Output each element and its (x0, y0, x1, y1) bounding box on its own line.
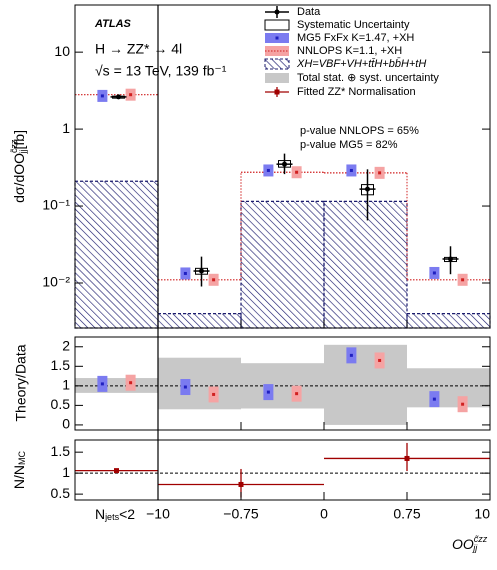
norm-y-label-part: MC (17, 450, 27, 464)
annotation: p-value MG5 = 82% (300, 139, 398, 151)
norm-y-label-part: N/N (11, 465, 27, 489)
x-first-label-part: jets (104, 512, 120, 522)
uncertainty-band (324, 344, 407, 425)
x-tick-label: 0 (320, 506, 328, 522)
y-tick-label: 1.5 (51, 443, 71, 459)
data-point (448, 256, 453, 262)
theory-marker (349, 168, 353, 172)
norm-point (404, 455, 410, 461)
x-first-label-part: <2 (119, 506, 135, 522)
y-tick-label: 10 (54, 43, 70, 59)
y-tick-label: 10⁻² (42, 274, 70, 290)
ratio-marker (183, 385, 187, 389)
legend-label: XH=VBF+VH+tt̄H+bb̄H+tH (296, 57, 426, 70)
legend-symbol (274, 9, 280, 15)
syst-box (278, 160, 291, 168)
annotation: p-value NNLOPS = 65% (300, 125, 419, 137)
annotation: √s = 13 TeV, 139 fb⁻¹ (95, 63, 227, 79)
theory-marker (266, 168, 270, 172)
theory-marker (212, 278, 216, 282)
legend-label: Total stat. ⊕ syst. uncertainty (297, 72, 439, 84)
ratio-marker (100, 382, 104, 386)
y-tick-label: 1 (62, 120, 70, 136)
syst-box (361, 184, 374, 196)
legend-label: MG5 FxFx K=1.47, +XH (297, 32, 414, 44)
theory-marker (461, 278, 465, 282)
data-point (365, 186, 370, 192)
theory-marker (129, 93, 133, 97)
panel-frame (74, 4, 491, 329)
x-tick-label: −0.75 (223, 506, 259, 522)
x-axis-label-part: jj (472, 543, 478, 553)
ratio-marker (349, 353, 353, 357)
y-axis-label-part: c̃zz (9, 139, 19, 153)
ratio-marker (461, 402, 465, 406)
uncertainty-band (407, 368, 490, 408)
x-tick-label: 0.75 (393, 506, 420, 522)
xh-bar (74, 180, 159, 329)
data-point (199, 268, 204, 274)
x-tick-label: −10 (146, 506, 170, 522)
data-point (282, 161, 287, 167)
x-first-label: Njets<2 (95, 506, 135, 523)
y-axis-label-part: dσ/dOO (11, 153, 27, 203)
y-axis-label: dσ/dOOc̃zzjj[fb] (9, 130, 28, 203)
theory-marker (100, 94, 104, 98)
legend-label: NNLOPS K=1.1, +XH (297, 45, 402, 57)
ratio-marker (129, 381, 133, 385)
x-tick-label: 10 (474, 506, 490, 522)
ratio-marker (212, 392, 216, 396)
y-tick-label: 0 (62, 416, 70, 432)
legend-symbol (264, 58, 290, 70)
norm-point (238, 481, 244, 487)
x-axis-label: OOc̃zz jj (452, 534, 488, 553)
legend-label: Fitted ZZ* Normalisation (297, 86, 416, 98)
y-tick-label: 2 (62, 337, 70, 353)
xh-bar (157, 313, 242, 329)
legend-symbol (275, 36, 279, 40)
norm-point (114, 468, 119, 474)
legend-symbol (264, 19, 290, 31)
ratio-marker (378, 358, 382, 362)
theory-marker (183, 271, 187, 275)
x-first-label-part: N (95, 506, 105, 522)
theory-marker (432, 271, 436, 275)
title: ATLAS (94, 18, 132, 30)
x-axis-label-part: c̃zz (474, 534, 488, 544)
theory-marker (295, 170, 299, 174)
xh-bar (406, 313, 491, 329)
xh-bar (240, 200, 325, 329)
y-tick-label: 10⁻¹ (42, 197, 70, 213)
y-tick-label: 0.5 (51, 396, 71, 412)
y-axis-label-part: jj (18, 149, 28, 154)
annotation: H → ZZ* → 4l (95, 41, 182, 57)
y-tick-label: 1 (62, 377, 70, 393)
legend-label: Data (297, 6, 321, 18)
ratio-marker (266, 390, 270, 394)
y-axis-label-part: [fb] (11, 130, 27, 149)
ratio-y-label: Theory/Data (13, 344, 29, 421)
panel-frame (74, 336, 491, 431)
ratio-marker (432, 397, 436, 401)
syst-box (195, 267, 208, 275)
y-tick-label: 1.5 (51, 357, 71, 373)
ratio-marker (295, 392, 299, 396)
data-point (116, 94, 121, 100)
norm-y-label: N/NMC (11, 450, 28, 489)
uncertainty-band (158, 357, 241, 410)
panel-frame (74, 439, 491, 501)
theory-marker (378, 171, 382, 175)
legend-symbol (274, 89, 280, 95)
legend-label: Systematic Uncertainty (297, 19, 410, 31)
xh-bar (323, 200, 408, 329)
legend-symbol (265, 73, 289, 83)
y-tick-label: 0.5 (51, 485, 71, 501)
y-tick-label: 1 (62, 464, 70, 480)
x-axis-label-part: OO (452, 536, 474, 552)
